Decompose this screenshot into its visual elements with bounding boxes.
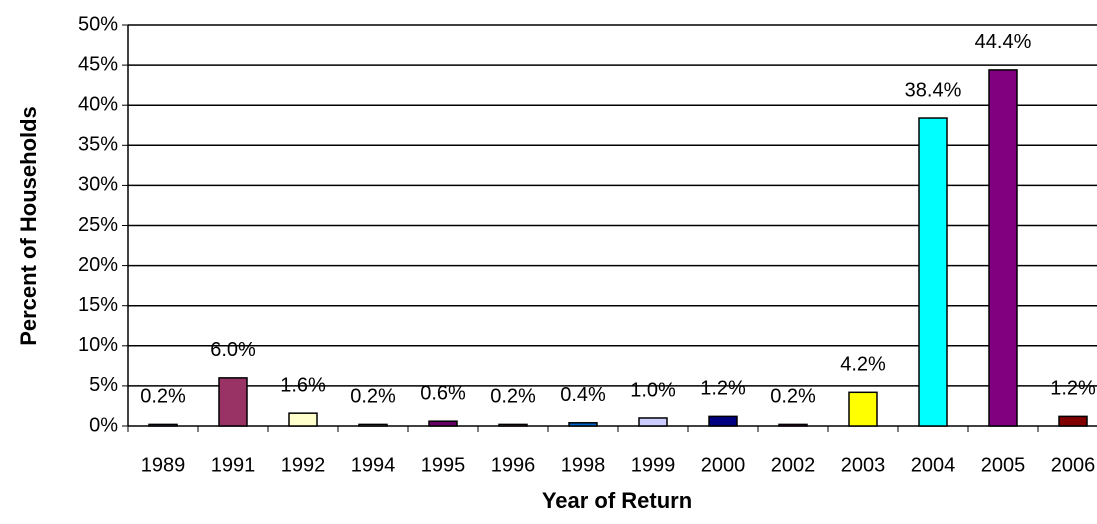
bar bbox=[428, 420, 458, 427]
bar bbox=[568, 422, 598, 427]
x-tick-label: 1991 bbox=[211, 454, 256, 476]
y-tick-label: 50% bbox=[78, 13, 118, 35]
y-tick-label: 20% bbox=[78, 254, 118, 276]
bar bbox=[218, 377, 248, 427]
x-tick-label: 1995 bbox=[421, 454, 466, 476]
y-tick-label: 10% bbox=[78, 334, 118, 356]
data-label: 6.0% bbox=[210, 339, 256, 361]
data-label: 0.2% bbox=[770, 386, 816, 408]
bar bbox=[358, 423, 388, 427]
bar bbox=[848, 391, 878, 427]
data-label: 0.2% bbox=[140, 386, 186, 408]
x-tick-label: 1989 bbox=[141, 454, 186, 476]
bar bbox=[638, 417, 668, 427]
y-tick-label: 25% bbox=[78, 214, 118, 236]
data-label: 1.2% bbox=[1050, 378, 1096, 400]
x-tick-label: 1996 bbox=[491, 454, 536, 476]
bar bbox=[708, 415, 738, 427]
bar bbox=[498, 423, 528, 427]
y-tick-label: 15% bbox=[78, 294, 118, 316]
y-tick-label: 0% bbox=[89, 414, 118, 436]
data-label: 38.4% bbox=[905, 79, 962, 101]
data-label: 4.2% bbox=[840, 354, 886, 376]
x-axis-title: Year of Return bbox=[542, 488, 692, 513]
data-label: 44.4% bbox=[975, 31, 1032, 53]
y-tick-label: 40% bbox=[78, 93, 118, 115]
data-label: 1.6% bbox=[280, 374, 326, 396]
x-tick-label: 2002 bbox=[771, 454, 816, 476]
x-tick-label: 1999 bbox=[631, 454, 676, 476]
data-label: 1.2% bbox=[700, 378, 746, 400]
bar bbox=[778, 423, 808, 427]
bar bbox=[988, 69, 1018, 427]
y-tick-label: 35% bbox=[78, 134, 118, 156]
x-tick-label: 2006 bbox=[1051, 454, 1096, 476]
y-tick-label: 45% bbox=[78, 53, 118, 75]
y-tick-label: 5% bbox=[89, 374, 118, 396]
x-tick-label: 1998 bbox=[561, 454, 606, 476]
x-tick-label: 2004 bbox=[911, 454, 956, 476]
y-tick-label: 30% bbox=[78, 174, 118, 196]
data-label: 0.2% bbox=[490, 386, 536, 408]
data-label: 0.2% bbox=[350, 386, 396, 408]
bar bbox=[148, 423, 178, 427]
data-label: 1.0% bbox=[630, 379, 676, 401]
data-label: 0.6% bbox=[420, 382, 466, 404]
x-tick-label: 1994 bbox=[351, 454, 396, 476]
bar bbox=[288, 412, 318, 427]
y-axis-title: Percent of Households bbox=[16, 106, 41, 346]
data-label: 0.4% bbox=[560, 384, 606, 406]
x-tick-label: 1992 bbox=[281, 454, 326, 476]
bar bbox=[1058, 415, 1088, 427]
x-tick-label: 2000 bbox=[701, 454, 746, 476]
x-tick-label: 2005 bbox=[981, 454, 1026, 476]
bar bbox=[918, 117, 948, 427]
x-tick-label: 2003 bbox=[841, 454, 886, 476]
